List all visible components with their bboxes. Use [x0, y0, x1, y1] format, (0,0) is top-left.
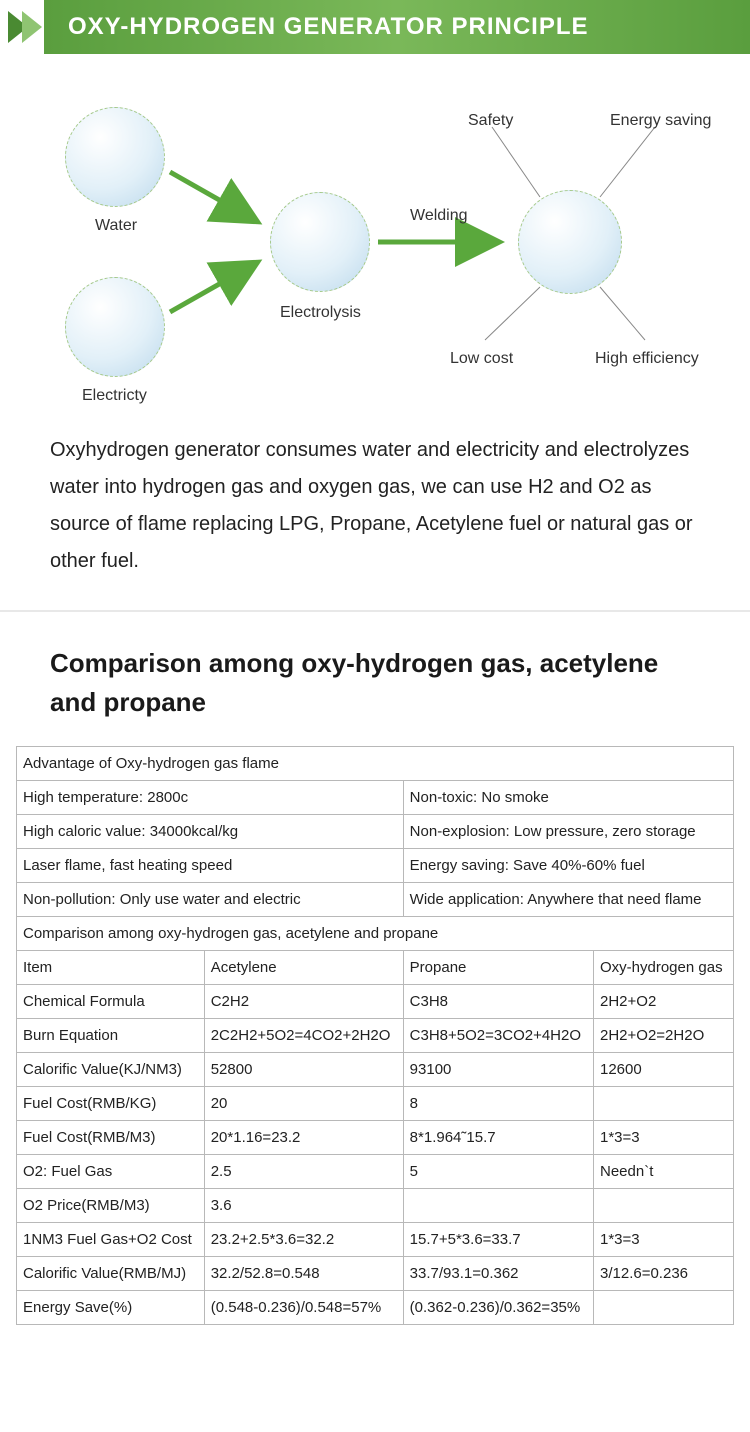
table-cell: 2H2+O2 [594, 985, 734, 1019]
table-row: Energy Save(%)(0.548-0.236)/0.548=57%(0.… [17, 1291, 734, 1325]
table-cell: Comparison among oxy-hydrogen gas, acety… [17, 917, 734, 951]
table-cell: Acetylene [204, 951, 403, 985]
table-cell: Advantage of Oxy-hydrogen gas flame [17, 747, 734, 781]
table-row: O2 Price(RMB/M3)3.6 [17, 1189, 734, 1223]
table-row: Calorific Value(KJ/NM3)528009310012600 [17, 1053, 734, 1087]
description-text: Oxyhydrogen generator consumes water and… [0, 422, 750, 610]
table-cell: 1*3=3 [594, 1223, 734, 1257]
table-row: High temperature: 2800cNon-toxic: No smo… [17, 781, 734, 815]
table-cell: Fuel Cost(RMB/KG) [17, 1087, 205, 1121]
table-cell: 5 [403, 1155, 593, 1189]
table-row: Fuel Cost(RMB/KG)208 [17, 1087, 734, 1121]
comparison-table: Advantage of Oxy-hydrogen gas flameHigh … [16, 746, 734, 1325]
diagram-node-label: Welding [410, 207, 468, 225]
table-cell: Burn Equation [17, 1019, 205, 1053]
table-cell: Energy saving: Save 40%-60% fuel [403, 849, 733, 883]
table-cell: 12600 [594, 1053, 734, 1087]
table-cell: 3.6 [204, 1189, 403, 1223]
benefit-label: Energy saving [610, 112, 711, 130]
table-row: 1NM3 Fuel Gas+O2 Cost23.2+2.5*3.6=32.215… [17, 1223, 734, 1257]
table-cell: 1*3=3 [594, 1121, 734, 1155]
table-row: O2: Fuel Gas2.55Needn`t [17, 1155, 734, 1189]
table-cell: 20*1.16=23.2 [204, 1121, 403, 1155]
table-cell: 2C2H2+5O2=4CO2+2H2O [204, 1019, 403, 1053]
diagram-node [65, 277, 165, 377]
header-title-wrap: OXY-HYDROGEN GENERATOR PRINCIPLE [44, 0, 750, 54]
table-cell: C2H2 [204, 985, 403, 1019]
table-cell: 52800 [204, 1053, 403, 1087]
diagram-node-label: Water [95, 217, 137, 235]
table-cell: C3H8 [403, 985, 593, 1019]
table-row: ItemAcetylenePropaneOxy-hydrogen gas [17, 951, 734, 985]
table-row: Non-pollution: Only use water and electr… [17, 883, 734, 917]
benefit-label: Safety [468, 112, 513, 130]
table-row: Comparison among oxy-hydrogen gas, acety… [17, 917, 734, 951]
table-cell: 20 [204, 1087, 403, 1121]
table-cell: 1NM3 Fuel Gas+O2 Cost [17, 1223, 205, 1257]
table-cell: O2 Price(RMB/M3) [17, 1189, 205, 1223]
table-cell: 32.2/52.8=0.548 [204, 1257, 403, 1291]
diagram-node-label: Electricty [82, 387, 147, 405]
table-cell: Chemical Formula [17, 985, 205, 1019]
table-cell: Non-toxic: No smoke [403, 781, 733, 815]
table-row: High caloric value: 34000kcal/kgNon-expl… [17, 815, 734, 849]
diagram-node-label: Electrolysis [280, 304, 361, 322]
table-cell: 3/12.6=0.236 [594, 1257, 734, 1291]
table-cell [594, 1189, 734, 1223]
table-cell: (0.548-0.236)/0.548=57% [204, 1291, 403, 1325]
table-cell: Energy Save(%) [17, 1291, 205, 1325]
table-cell: Propane [403, 951, 593, 985]
table-cell: Calorific Value(KJ/NM3) [17, 1053, 205, 1087]
table-cell: High caloric value: 34000kcal/kg [17, 815, 404, 849]
table-cell [403, 1189, 593, 1223]
table-cell: High temperature: 2800c [17, 781, 404, 815]
page-title: OXY-HYDROGEN GENERATOR PRINCIPLE [68, 13, 589, 41]
table-cell: 15.7+5*3.6=33.7 [403, 1223, 593, 1257]
table-row: Burn Equation2C2H2+5O2=4CO2+2H2OC3H8+5O2… [17, 1019, 734, 1053]
table-cell: Laser flame, fast heating speed [17, 849, 404, 883]
table-cell: 8 [403, 1087, 593, 1121]
table-cell [594, 1087, 734, 1121]
table-cell: Calorific Value(RMB/MJ) [17, 1257, 205, 1291]
principle-diagram: Water Electricty Electrolysis Welding Safety… [0, 82, 750, 422]
table-cell: Wide application: Anywhere that need fla… [403, 883, 733, 917]
table-cell: 93100 [403, 1053, 593, 1087]
diagram-node [270, 192, 370, 292]
table-row: Advantage of Oxy-hydrogen gas flame [17, 747, 734, 781]
table-cell: Oxy-hydrogen gas [594, 951, 734, 985]
table-cell: 2H2+O2=2H2O [594, 1019, 734, 1053]
table-cell: (0.362-0.236)/0.362=35% [403, 1291, 593, 1325]
header-chevrons [0, 11, 36, 43]
comparison-title: Comparison among oxy-hydrogen gas, acety… [0, 612, 750, 746]
table-cell [594, 1291, 734, 1325]
header-bar: OXY-HYDROGEN GENERATOR PRINCIPLE [0, 0, 750, 54]
table-cell: Fuel Cost(RMB/M3) [17, 1121, 205, 1155]
table-cell: Needn`t [594, 1155, 734, 1189]
benefit-label: Low cost [450, 350, 513, 368]
benefit-label: High efficiency [595, 350, 699, 368]
table-cell: 2.5 [204, 1155, 403, 1189]
table-row: Fuel Cost(RMB/M3)20*1.16=23.28*1.964˜15.… [17, 1121, 734, 1155]
table-cell: O2: Fuel Gas [17, 1155, 205, 1189]
table-row: Calorific Value(RMB/MJ)32.2/52.8=0.54833… [17, 1257, 734, 1291]
diagram-node [65, 107, 165, 207]
diagram-node [518, 190, 622, 294]
table-cell: 8*1.964˜15.7 [403, 1121, 593, 1155]
table-cell: Non-pollution: Only use water and electr… [17, 883, 404, 917]
table-cell: Item [17, 951, 205, 985]
table-row: Chemical FormulaC2H2C3H82H2+O2 [17, 985, 734, 1019]
table-cell: C3H8+5O2=3CO2+4H2O [403, 1019, 593, 1053]
table-cell: 33.7/93.1=0.362 [403, 1257, 593, 1291]
table-cell: 23.2+2.5*3.6=32.2 [204, 1223, 403, 1257]
table-cell: Non-explosion: Low pressure, zero storag… [403, 815, 733, 849]
chevron-icon [22, 11, 42, 43]
table-row: Laser flame, fast heating speedEnergy sa… [17, 849, 734, 883]
